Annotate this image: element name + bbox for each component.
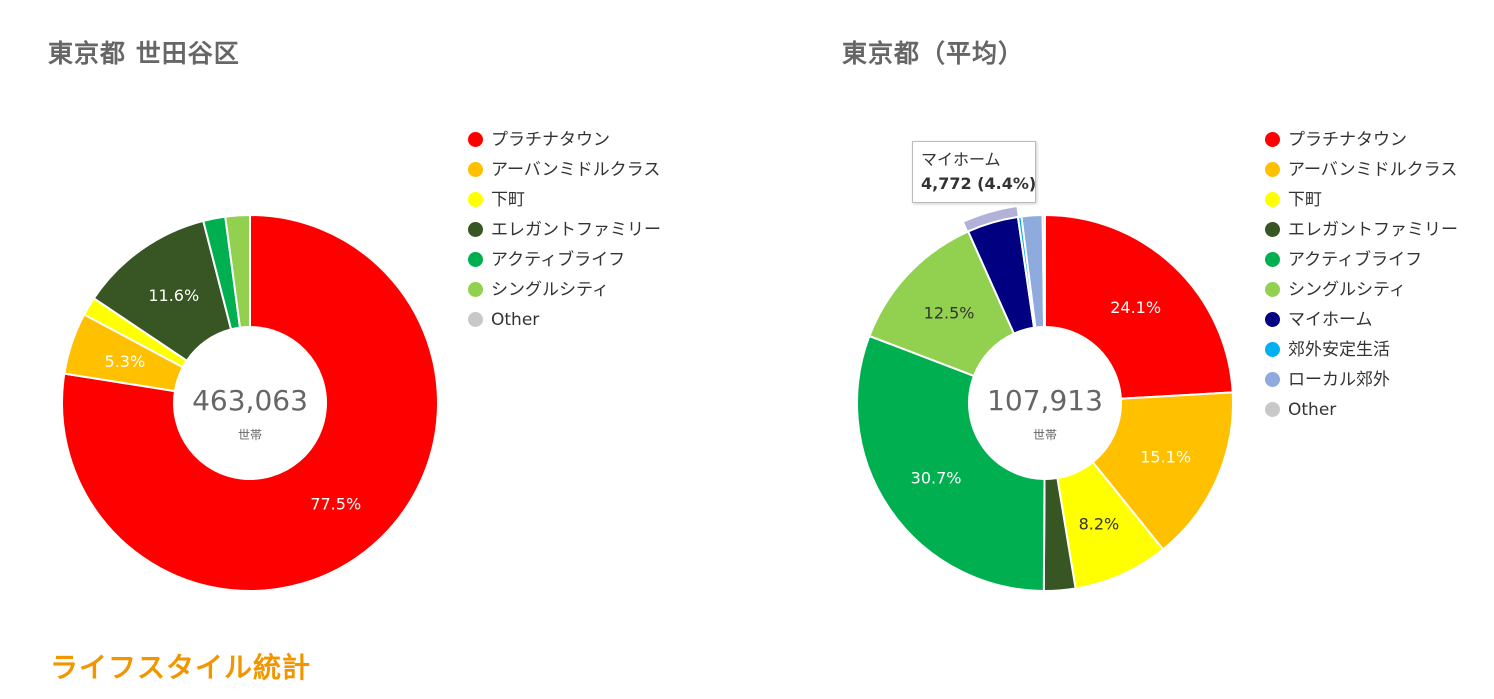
legend-item[interactable]: シングルシティ xyxy=(1263,278,1463,302)
legend-item[interactable]: 郊外安定生活 xyxy=(1263,338,1463,362)
legend-color-dot xyxy=(1265,342,1280,357)
legend-item[interactable]: ローカル郊外 xyxy=(1263,368,1463,392)
legend-label: マイホーム xyxy=(1288,310,1373,330)
data-label: 12.5% xyxy=(924,303,975,322)
donut-chart: 77.5% 5.3% 11.6% 463,063 世帯 xyxy=(61,213,439,592)
legend-label: 下町 xyxy=(491,190,525,210)
pie-slice[interactable] xyxy=(224,213,251,329)
chart-tooltip: マイホーム 4,772 (4.4%) xyxy=(912,141,1036,203)
legend-color-dot xyxy=(1265,372,1280,387)
data-label: 15.1% xyxy=(1140,448,1191,467)
legend-item[interactable]: プラチナタウン xyxy=(1263,128,1463,152)
legend-label: プラチナタウン xyxy=(491,130,610,150)
legend-label: Other xyxy=(1288,400,1337,420)
center-total-value: 463,063 xyxy=(192,384,308,417)
legend-color-dot xyxy=(1265,402,1280,417)
legend-label: プラチナタウン xyxy=(1288,130,1407,150)
legend-item[interactable]: シングルシティ xyxy=(466,278,666,302)
legend-color-dot xyxy=(468,162,483,177)
pie-slice[interactable] xyxy=(1044,213,1234,400)
legend-label: ローカル郊外 xyxy=(1288,370,1390,390)
tooltip-value: 4,772 (4.4%) xyxy=(921,174,1037,193)
chart-panel-setagaya: 東京都 世田谷区 77.5% 5.3% 11.6% 463,063 世帯 プラチナタウン… xyxy=(48,39,666,592)
legend-label: シングルシティ xyxy=(1288,280,1406,300)
legend-color-dot xyxy=(1265,222,1280,237)
legend-label: 郊外安定生活 xyxy=(1288,340,1390,360)
legend-color-dot xyxy=(1265,162,1280,177)
legend-item[interactable]: アクティブライフ xyxy=(466,248,666,272)
chart-panel-tokyo-average: 東京都（平均） 24.1% 15.1% 8.2% 30.7% 12.5% 107,913 世… xyxy=(747,0,1494,699)
data-label: 77.5% xyxy=(310,494,361,513)
legend-label: アーバンミドルクラス xyxy=(1288,160,1458,180)
legend-item[interactable]: エレガントファミリー xyxy=(466,218,666,242)
legend-color-dot xyxy=(468,312,483,327)
legend-label: アクティブライフ xyxy=(491,250,626,270)
legend-label: エレガントファミリー xyxy=(1288,220,1458,240)
tooltip-series-name: マイホーム xyxy=(921,150,1001,169)
legend-color-dot xyxy=(1265,312,1280,327)
legend-label: シングルシティ xyxy=(491,280,609,300)
legend-label: エレガントファミリー xyxy=(491,220,661,240)
legend-item[interactable]: マイホーム xyxy=(1263,308,1463,332)
data-label: 11.6% xyxy=(148,286,199,305)
slice-hover-halo xyxy=(964,207,1018,232)
pie-slice[interactable] xyxy=(1041,213,1046,329)
legend-color-dot xyxy=(468,192,483,207)
legend-color-dot xyxy=(1265,132,1280,147)
legend-item[interactable]: アクティブライフ xyxy=(1263,248,1463,272)
legend-color-dot xyxy=(468,252,483,267)
center-total-value: 107,913 xyxy=(987,384,1103,417)
legend-item[interactable]: 下町 xyxy=(466,188,666,212)
legend-color-dot xyxy=(468,222,483,237)
chart-title: 東京都 世田谷区 xyxy=(48,39,240,68)
pie-slice[interactable] xyxy=(1091,391,1234,551)
data-label: 24.1% xyxy=(1110,298,1161,317)
data-label: 5.3% xyxy=(105,352,146,371)
legend-item[interactable]: Other xyxy=(466,308,666,332)
section-heading: ライフスタイル統計 xyxy=(50,651,312,684)
center-unit-label: 世帯 xyxy=(1033,428,1057,442)
data-label: 8.2% xyxy=(1079,514,1120,533)
chart-legend: プラチナタウンアーバンミドルクラス 下町エレガントファミリー アクティブライフ シング… xyxy=(466,128,666,338)
legend-item[interactable]: アーバンミドルクラス xyxy=(1263,158,1463,182)
legend-label: アクティブライフ xyxy=(1288,250,1423,270)
legend-item[interactable]: 下町 xyxy=(1263,188,1463,212)
pie-slice[interactable] xyxy=(61,213,439,592)
legend-color-dot xyxy=(1265,282,1280,297)
legend-color-dot xyxy=(1265,192,1280,207)
pie-slice[interactable] xyxy=(856,334,1046,593)
legend-item[interactable]: エレガントファミリー xyxy=(1263,218,1463,242)
legend-color-dot xyxy=(1265,252,1280,267)
data-label: 30.7% xyxy=(911,469,962,488)
legend-item[interactable]: Other xyxy=(1263,398,1463,422)
center-unit-label: 世帯 xyxy=(238,428,262,442)
donut-chart: 24.1% 15.1% 8.2% 30.7% 12.5% 107,913 世帯 xyxy=(856,207,1234,593)
legend-color-dot xyxy=(468,282,483,297)
chart-legend: プラチナタウンアーバンミドルクラス 下町エレガントファミリー アクティブライフ シング… xyxy=(1263,128,1463,428)
chart-title: 東京都（平均） xyxy=(842,39,1025,68)
legend-color-dot xyxy=(468,132,483,147)
legend-label: 下町 xyxy=(1288,190,1322,210)
legend-item[interactable]: アーバンミドルクラス xyxy=(466,158,666,182)
legend-item[interactable]: プラチナタウン xyxy=(466,128,666,152)
legend-label: アーバンミドルクラス xyxy=(491,160,661,180)
legend-label: Other xyxy=(491,310,540,330)
